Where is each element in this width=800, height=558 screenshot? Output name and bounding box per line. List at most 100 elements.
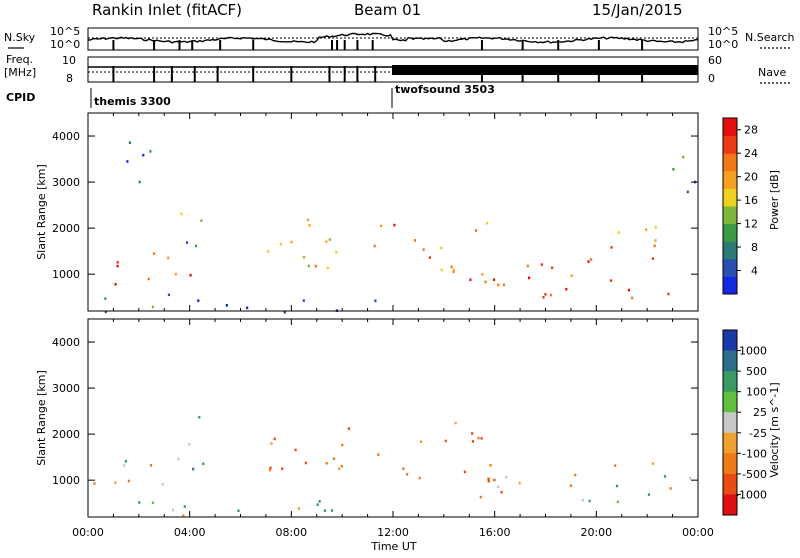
freq-label: Freq. [6, 53, 33, 66]
echo-cell [631, 296, 634, 300]
echo-cell [654, 226, 657, 229]
echo-cell [114, 481, 117, 484]
power-colorbar-swatch [723, 153, 737, 172]
echo-cell [174, 272, 177, 276]
echo-cell [325, 461, 328, 465]
x-tick-label: 12:00 [377, 526, 409, 539]
echo-cell [180, 212, 183, 216]
echo-cell [588, 499, 591, 503]
echo-cell [496, 485, 500, 488]
echo-cell [267, 250, 270, 253]
date-label: 15/Jan/2015 [592, 1, 683, 19]
velocity-colorbar-swatch [723, 391, 737, 413]
power-ylabel: Slant Range [km] [35, 164, 48, 260]
power-colorbar-swatch [723, 118, 737, 137]
nsearch-tick-bottom: 10^0 [708, 38, 738, 51]
echo-cell [686, 190, 689, 194]
echo-cell [544, 293, 547, 296]
echo-cell [542, 296, 545, 299]
echo-cell [487, 477, 490, 481]
echo-cell [420, 440, 423, 443]
velocity-colorbar-tick-label: -25 [749, 427, 767, 440]
echo-cell [202, 462, 205, 466]
velocity-colorbar-swatch [723, 473, 737, 495]
echo-cell [167, 293, 171, 297]
echo-cell [290, 240, 293, 244]
echo-cell [171, 508, 175, 512]
x-tick-label: 04:00 [174, 526, 206, 539]
x-tick-label: 00:00 [682, 526, 714, 539]
nsky-trace [87, 32, 698, 50]
velocity-colorbar-swatch [723, 350, 737, 372]
echo-cell [574, 473, 577, 477]
echo-cell [340, 464, 343, 468]
echo-cell [627, 288, 630, 292]
echo-cell [93, 482, 96, 485]
echo-cell [669, 487, 672, 490]
echo-cell [565, 287, 568, 291]
y-tick-label: 2000 [52, 222, 80, 235]
echo-cell [422, 248, 425, 251]
echo-cell [373, 244, 376, 248]
echo-cell [338, 467, 341, 471]
velocity-colorbar-tick-label: 100 [746, 386, 767, 399]
cpid-label: CPID [6, 91, 35, 104]
echo-cell [471, 440, 475, 443]
echo-cell [189, 273, 192, 277]
echo-cell [570, 274, 573, 277]
velocity-panel-frame [87, 318, 699, 518]
echo-cell [616, 484, 619, 488]
power-panel-frame [87, 112, 699, 312]
echo-cell [194, 244, 198, 248]
nsky-tick-bottom: 10^0 [50, 38, 80, 51]
echo-cell [127, 479, 130, 483]
echo-cell [581, 498, 584, 502]
echo-cell [304, 461, 307, 465]
echo-cell [318, 500, 321, 503]
echo-cell [549, 293, 553, 297]
power-colorbar-swatch [723, 188, 737, 207]
freq-tick-top: 10 [62, 54, 76, 67]
echo-cell [281, 467, 284, 470]
velocity-colorbar-swatch [723, 412, 737, 434]
echo-cell [689, 476, 692, 480]
echo-cell [197, 299, 200, 302]
echo-cell [323, 509, 327, 512]
echo-cell [651, 462, 655, 465]
velocity-colorbar-frame [722, 329, 738, 516]
velocity-axes: 1000 2000 3000 4000 [52, 319, 699, 517]
echo-cell [654, 239, 657, 242]
echo-cell [188, 443, 191, 446]
echo-cell [149, 464, 153, 467]
echo-cell [653, 244, 656, 248]
y-tick-label: 2000 [52, 428, 80, 441]
echo-cell [185, 241, 189, 244]
echo-cell [374, 299, 377, 303]
echo-cell [302, 299, 305, 302]
echo-cell [377, 453, 380, 456]
nave-label: Nave [758, 66, 786, 79]
echo-cell [428, 256, 431, 259]
echo-cell [126, 160, 129, 163]
echo-cell [104, 297, 107, 300]
nsky-label: N.Sky [4, 31, 36, 44]
echo-cell [505, 475, 508, 479]
echo-cell [104, 310, 107, 314]
freq-band-twofsound [392, 65, 698, 75]
echo-cell [123, 464, 126, 467]
power-colorbar-tick-label: 12 [744, 218, 758, 231]
echo-cell [590, 258, 593, 261]
echo-cell [192, 467, 195, 471]
echo-cell [406, 473, 409, 476]
beam-label: Beam 01 [354, 1, 421, 19]
echo-cell [489, 464, 492, 467]
echo-cell [444, 439, 447, 443]
echo-cell [325, 240, 328, 243]
echo-cell [246, 306, 249, 310]
y-tick-label: 3000 [52, 176, 80, 189]
nsearch-tick-top: 10^5 [708, 25, 738, 38]
site-title: Rankin Inlet (fitACF) [92, 1, 242, 19]
freq-trace [88, 65, 698, 82]
echo-cell [198, 415, 201, 419]
power-colorbar-tick-label: 28 [744, 124, 758, 137]
